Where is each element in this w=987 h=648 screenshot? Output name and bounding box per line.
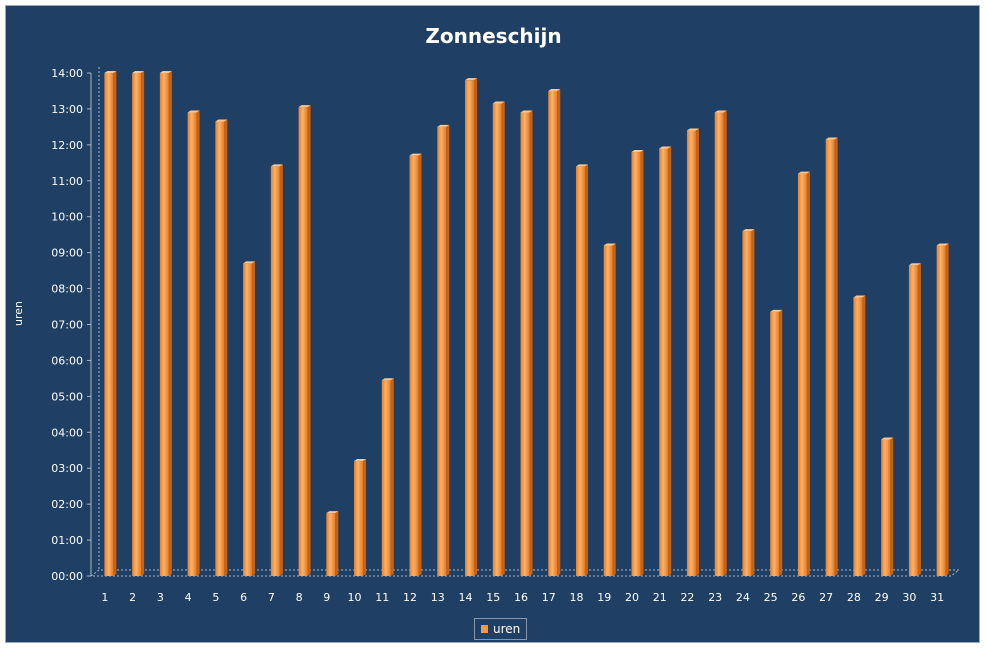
y-tick-label: 05:00	[51, 390, 83, 403]
x-tick-label: 28	[847, 591, 861, 604]
y-tick-label: 11:00	[51, 175, 83, 188]
x-tick-label: 22	[680, 591, 694, 604]
bar	[548, 88, 561, 576]
x-tick-label: 14	[459, 591, 473, 604]
y-tick-label: 06:00	[51, 354, 83, 367]
x-tick-label: 13	[431, 591, 445, 604]
bar	[881, 437, 894, 576]
y-tick-label: 02:00	[51, 498, 83, 511]
y-tick-label: 12:00	[51, 139, 83, 152]
y-tick-label: 03:00	[51, 462, 83, 475]
bar	[908, 263, 921, 576]
bar	[575, 164, 588, 576]
x-tick-label: 21	[653, 591, 667, 604]
x-tick-label: 11	[375, 591, 389, 604]
y-tick-label: 10:00	[51, 211, 83, 224]
y-tick-label: 09:00	[51, 247, 83, 260]
x-tick-label: 16	[514, 591, 528, 604]
x-tick-label: 20	[625, 591, 639, 604]
bar	[714, 110, 727, 577]
bar	[492, 101, 505, 577]
x-tick-label: 2	[129, 591, 136, 604]
y-tick-label: 14:00	[51, 67, 83, 80]
bar	[104, 71, 117, 576]
x-tick-label: 18	[569, 591, 583, 604]
bar	[603, 243, 616, 576]
x-tick-label: 26	[791, 591, 805, 604]
bar	[159, 71, 172, 576]
chart-frame: 00:00 01:00 02:00 03:00 04:00 05:00 06:00 07:00…	[5, 5, 980, 643]
x-tick-label: 30	[902, 591, 916, 604]
y-tick-label: 00:00	[51, 570, 83, 583]
x-tick-label: 15	[486, 591, 500, 604]
x-tick-label: 17	[542, 591, 556, 604]
y-tick-label: 08:00	[51, 283, 83, 296]
bar	[132, 71, 145, 576]
bar	[520, 110, 533, 577]
bar	[298, 105, 311, 576]
y-tick-label: 01:00	[51, 534, 83, 547]
x-tick-label: 1	[101, 591, 108, 604]
bar	[742, 229, 755, 577]
x-tick-label: 6	[240, 591, 247, 604]
y-tick-label: 04:00	[51, 426, 83, 439]
x-tick-label: 23	[708, 591, 722, 604]
bar	[853, 295, 866, 576]
y-tick-label: 13:00	[51, 103, 83, 116]
bar	[243, 261, 256, 576]
legend-swatch	[481, 625, 488, 633]
bar	[381, 378, 394, 576]
bar	[270, 164, 283, 576]
bar	[437, 124, 450, 577]
x-tick-label: 3	[157, 591, 164, 604]
y-axis-title: uren	[12, 301, 25, 326]
bar	[631, 150, 644, 577]
x-tick-label: 5	[212, 591, 219, 604]
chart-floor	[89, 569, 961, 577]
x-tick-label: 7	[268, 591, 275, 604]
bar	[354, 459, 367, 576]
x-tick-label: 25	[764, 591, 778, 604]
x-tick-label: 19	[597, 591, 611, 604]
legend-label: uren	[493, 622, 521, 636]
legend: uren	[474, 618, 528, 640]
bar	[215, 119, 228, 576]
bar	[936, 243, 949, 576]
chart-plot: 00:00 01:00 02:00 03:00 04:00 05:00 06:00 07:00…	[51, 67, 961, 604]
x-tick-label: 8	[296, 591, 303, 604]
bar	[797, 171, 810, 576]
x-tick-label: 29	[875, 591, 889, 604]
x-tick-label: 10	[348, 591, 362, 604]
y-tick-label: 07:00	[51, 319, 83, 332]
x-tick-label: 9	[323, 591, 330, 604]
x-tick-label: 31	[930, 591, 944, 604]
bar	[465, 78, 478, 576]
bar	[187, 110, 200, 577]
bar	[770, 309, 783, 576]
chart-title: Zonneschijn	[425, 24, 562, 48]
x-tick-label: 27	[819, 591, 833, 604]
bar	[409, 153, 422, 576]
x-tick-label: 24	[736, 591, 750, 604]
bar	[326, 511, 339, 576]
bar	[686, 128, 699, 576]
x-tick-label: 4	[185, 591, 192, 604]
x-tick-label: 12	[403, 591, 417, 604]
bar	[825, 137, 838, 577]
bar	[659, 146, 672, 576]
